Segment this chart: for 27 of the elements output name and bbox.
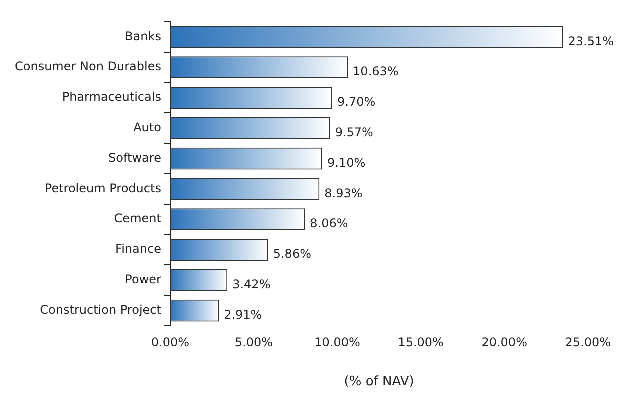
x-tick-label: 5.00%	[234, 335, 274, 350]
data-label: 2.91%	[224, 308, 262, 322]
data-label: 8.06%	[310, 216, 348, 231]
data-label: 9.70%	[338, 95, 376, 110]
y-tick-label: Petroleum Products	[44, 181, 162, 196]
x-axis-title: (% of NAV)	[344, 374, 414, 390]
data-label: 10.63%	[353, 64, 399, 79]
data-label: 23.51%	[568, 34, 614, 48]
data-label: 3.42%	[232, 278, 271, 292]
x-tick-label: 25.00%	[565, 335, 612, 350]
x-tick-label: 15.00%	[398, 335, 444, 350]
x-tick-label: 0.00%	[151, 335, 190, 350]
y-tick-label: Finance	[116, 242, 162, 256]
y-tick-label: Pharmaceuticals	[62, 90, 162, 104]
data-label: 9.57%	[335, 126, 374, 140]
y-tick-label: Cement	[114, 212, 162, 226]
y-tick-label: Banks	[125, 29, 162, 44]
y-tick-label: Auto	[134, 120, 162, 135]
data-label: 9.10%	[327, 156, 366, 170]
y-tick-label: Construction Project	[40, 302, 162, 317]
data-label: 8.93%	[324, 186, 363, 200]
x-tick-label: 10.00%	[314, 335, 360, 350]
y-tick-label: Consumer Non Durables	[14, 60, 162, 74]
y-tick-label: Power	[125, 272, 162, 287]
x-tick-label: 20.00%	[482, 335, 528, 350]
y-tick-label: Software	[108, 150, 162, 165]
data-label: 5.86%	[273, 247, 312, 262]
